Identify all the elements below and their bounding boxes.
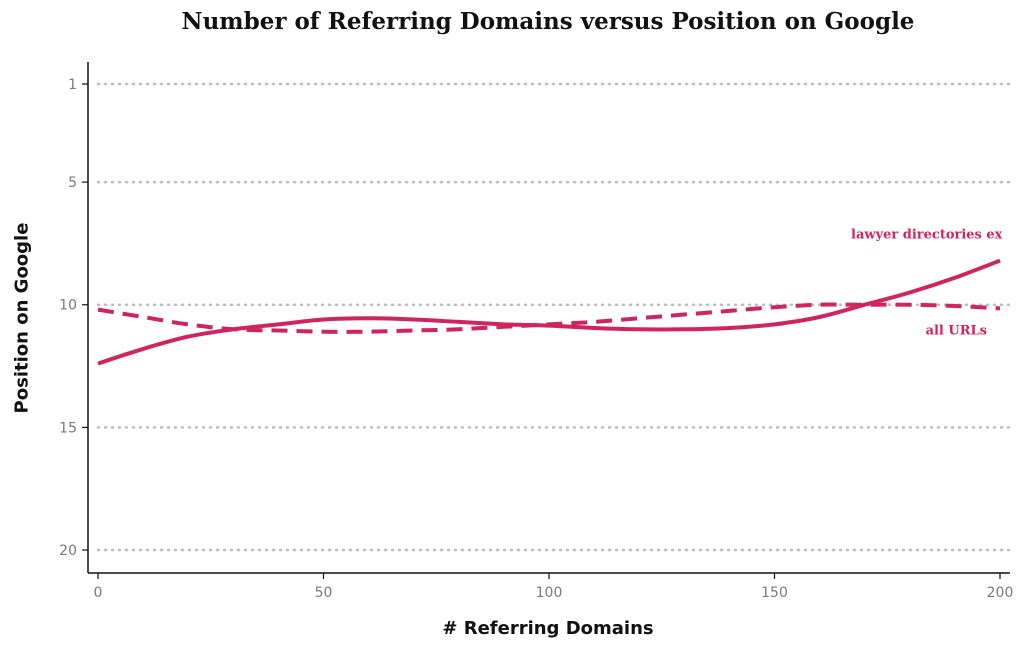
series-annotation: lawyer directories ex <box>851 228 1003 243</box>
x-tick-label: 0 <box>94 585 103 601</box>
y-tick-label: 20 <box>59 543 77 559</box>
grid-lines <box>96 82 1012 552</box>
y-tick-label: 1 <box>68 77 77 93</box>
x-axis-label: # Referring Domains <box>442 618 654 639</box>
series-annotation: all URLs <box>926 323 987 338</box>
x-ticks: 0 50 100 150 200 <box>94 573 1014 601</box>
y-tick-label: 10 <box>59 298 77 314</box>
series-lines <box>97 258 1001 366</box>
x-tick-label: 50 <box>315 585 333 601</box>
chart-title: Number of Referring Domains versus Posit… <box>181 8 915 35</box>
y-tick-label: 5 <box>68 175 77 191</box>
series-annotations: lawyer directories ex all URLs <box>851 228 1003 339</box>
series-line-solid <box>97 258 1001 366</box>
series-line-dashed <box>97 302 1001 334</box>
x-tick-label: 100 <box>536 585 563 601</box>
x-tick-label: 200 <box>987 585 1014 601</box>
y-tick-label: 15 <box>59 420 77 436</box>
x-tick-label: 150 <box>761 585 788 601</box>
